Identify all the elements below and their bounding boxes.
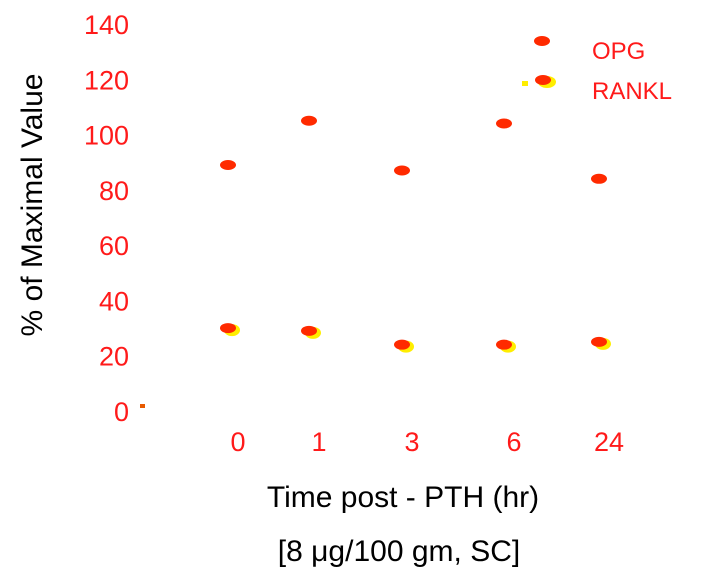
point-opg [591,173,607,184]
y-tick-label: 20 [99,342,129,372]
y-tick-label: 140 [84,10,129,40]
point-rankl [220,323,236,334]
y-tick-label: 40 [99,286,129,316]
y-tick-label: 100 [84,121,129,151]
point-opg [496,118,512,129]
legend-opg-marker [534,36,550,46]
x-tick-label: 0 [230,427,245,457]
origin-mark [140,404,145,408]
x-tick-label: 6 [506,427,521,457]
x-tick-label: 24 [594,427,624,457]
data-points [220,115,611,353]
x-axis-ticks: 0 1 3 6 24 [230,427,624,457]
x-axis-title: Time post - PTH (hr) [267,481,539,514]
point-rankl [591,336,607,347]
legend-opg-label: OPG [592,38,645,65]
point-rankl [496,339,512,350]
legend-rankl-label: RANKL [592,78,672,105]
legend-rankl-halo-mark [522,81,528,86]
point-opg [394,165,410,176]
x-tick-label: 3 [404,427,419,457]
x-tick-label: 1 [311,427,326,457]
y-tick-label: 60 [99,231,129,261]
legend-rankl-marker [535,75,551,85]
legend: OPG RANKL [522,36,672,105]
point-rankl [394,339,410,350]
x-axis-subtitle: [8 μg/100 gm, SC] [278,535,520,568]
y-axis-ticks: 0 20 40 60 80 100 120 140 [84,10,129,427]
point-opg [301,115,317,126]
y-tick-label: 80 [99,176,129,206]
point-rankl [301,325,317,336]
point-opg [220,159,236,170]
y-axis-title: % of Maximal Value [16,74,49,337]
y-tick-label: 0 [114,397,129,427]
y-tick-label: 120 [84,65,129,95]
